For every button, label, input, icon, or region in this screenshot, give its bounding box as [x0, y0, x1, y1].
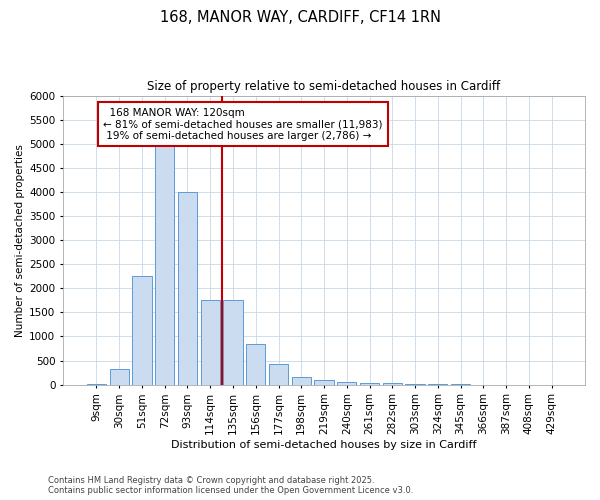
Title: Size of property relative to semi-detached houses in Cardiff: Size of property relative to semi-detach… [148, 80, 500, 93]
Bar [292, 377, 311, 384]
Bar [223, 300, 242, 384]
X-axis label: Distribution of semi-detached houses by size in Cardiff: Distribution of semi-detached houses by … [171, 440, 477, 450]
Bar [314, 380, 334, 384]
Bar [246, 344, 265, 384]
Bar [269, 364, 288, 384]
Bar [132, 276, 152, 384]
Bar [110, 370, 129, 384]
Bar [200, 300, 220, 384]
Bar [360, 383, 379, 384]
Y-axis label: Number of semi-detached properties: Number of semi-detached properties [15, 144, 25, 336]
Bar [337, 382, 356, 384]
Bar [178, 192, 197, 384]
Text: 168, MANOR WAY, CARDIFF, CF14 1RN: 168, MANOR WAY, CARDIFF, CF14 1RN [160, 10, 440, 25]
Bar [155, 146, 175, 384]
Text: 168 MANOR WAY: 120sqm
← 81% of semi-detached houses are smaller (11,983)
 19% of: 168 MANOR WAY: 120sqm ← 81% of semi-deta… [103, 108, 383, 141]
Text: Contains HM Land Registry data © Crown copyright and database right 2025.
Contai: Contains HM Land Registry data © Crown c… [48, 476, 413, 495]
